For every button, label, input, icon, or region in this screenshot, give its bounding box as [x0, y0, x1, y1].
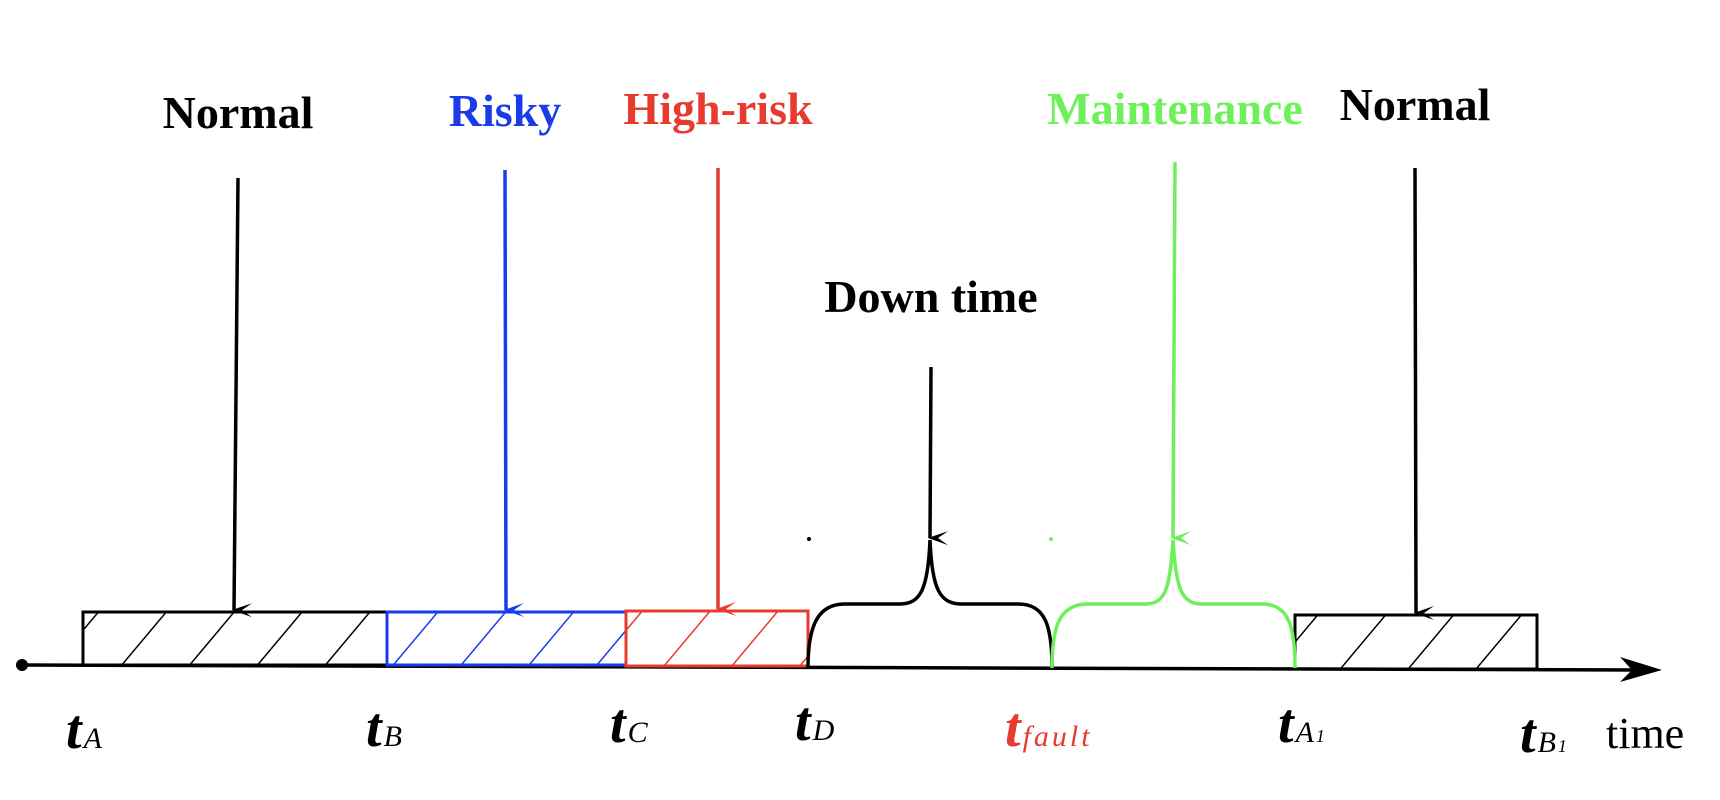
pointer-arrows [232, 161, 1435, 620]
down-time-arrow [928, 366, 949, 546]
interval-bars [81, 609, 1539, 671]
normal-arrow-2 [1413, 167, 1435, 620]
normal-label-1: Normal [163, 87, 314, 138]
time-label-tA: tA [66, 699, 103, 761]
maintenance-brace [1050, 539, 1297, 669]
interval-braces [806, 537, 1297, 669]
time-label-tfault: tfault [1005, 697, 1093, 759]
time-label-tC: tC [610, 693, 649, 755]
stray-dot-green [1049, 537, 1053, 541]
risky-interval-bar [385, 610, 628, 667]
risky-arrow [503, 169, 525, 617]
normal-arrow-1 [232, 177, 253, 618]
time-label-tB: tB [366, 697, 402, 759]
maintenance-label: Maintenance [1047, 83, 1303, 134]
normal-interval-bar-1 [81, 610, 389, 667]
axis-arrowhead [1620, 657, 1662, 682]
time-label-tD: tD [795, 691, 835, 753]
time-label-tB1: tB 1 [1520, 703, 1567, 765]
axis-label-time: time [1606, 709, 1684, 758]
normal-label-2: Normal [1340, 79, 1491, 130]
down-time-label: Down time [824, 271, 1037, 322]
maintenance-arrow [1171, 161, 1192, 546]
stray-dot-black [807, 537, 811, 541]
time-label-tA1: tA 1 [1278, 693, 1325, 755]
normal-interval-bar-2 [1293, 613, 1539, 671]
risky-label: Risky [449, 85, 561, 136]
time-point-labels: tA tB tC tD tfault tA 1 tB 1 time [66, 691, 1684, 765]
state-labels: Normal Risky High-risk Down time Mainten… [163, 79, 1491, 322]
down-time-brace [806, 539, 1054, 669]
high-risk-interval-bar [624, 609, 810, 668]
high-risk-label: High-risk [623, 83, 813, 134]
